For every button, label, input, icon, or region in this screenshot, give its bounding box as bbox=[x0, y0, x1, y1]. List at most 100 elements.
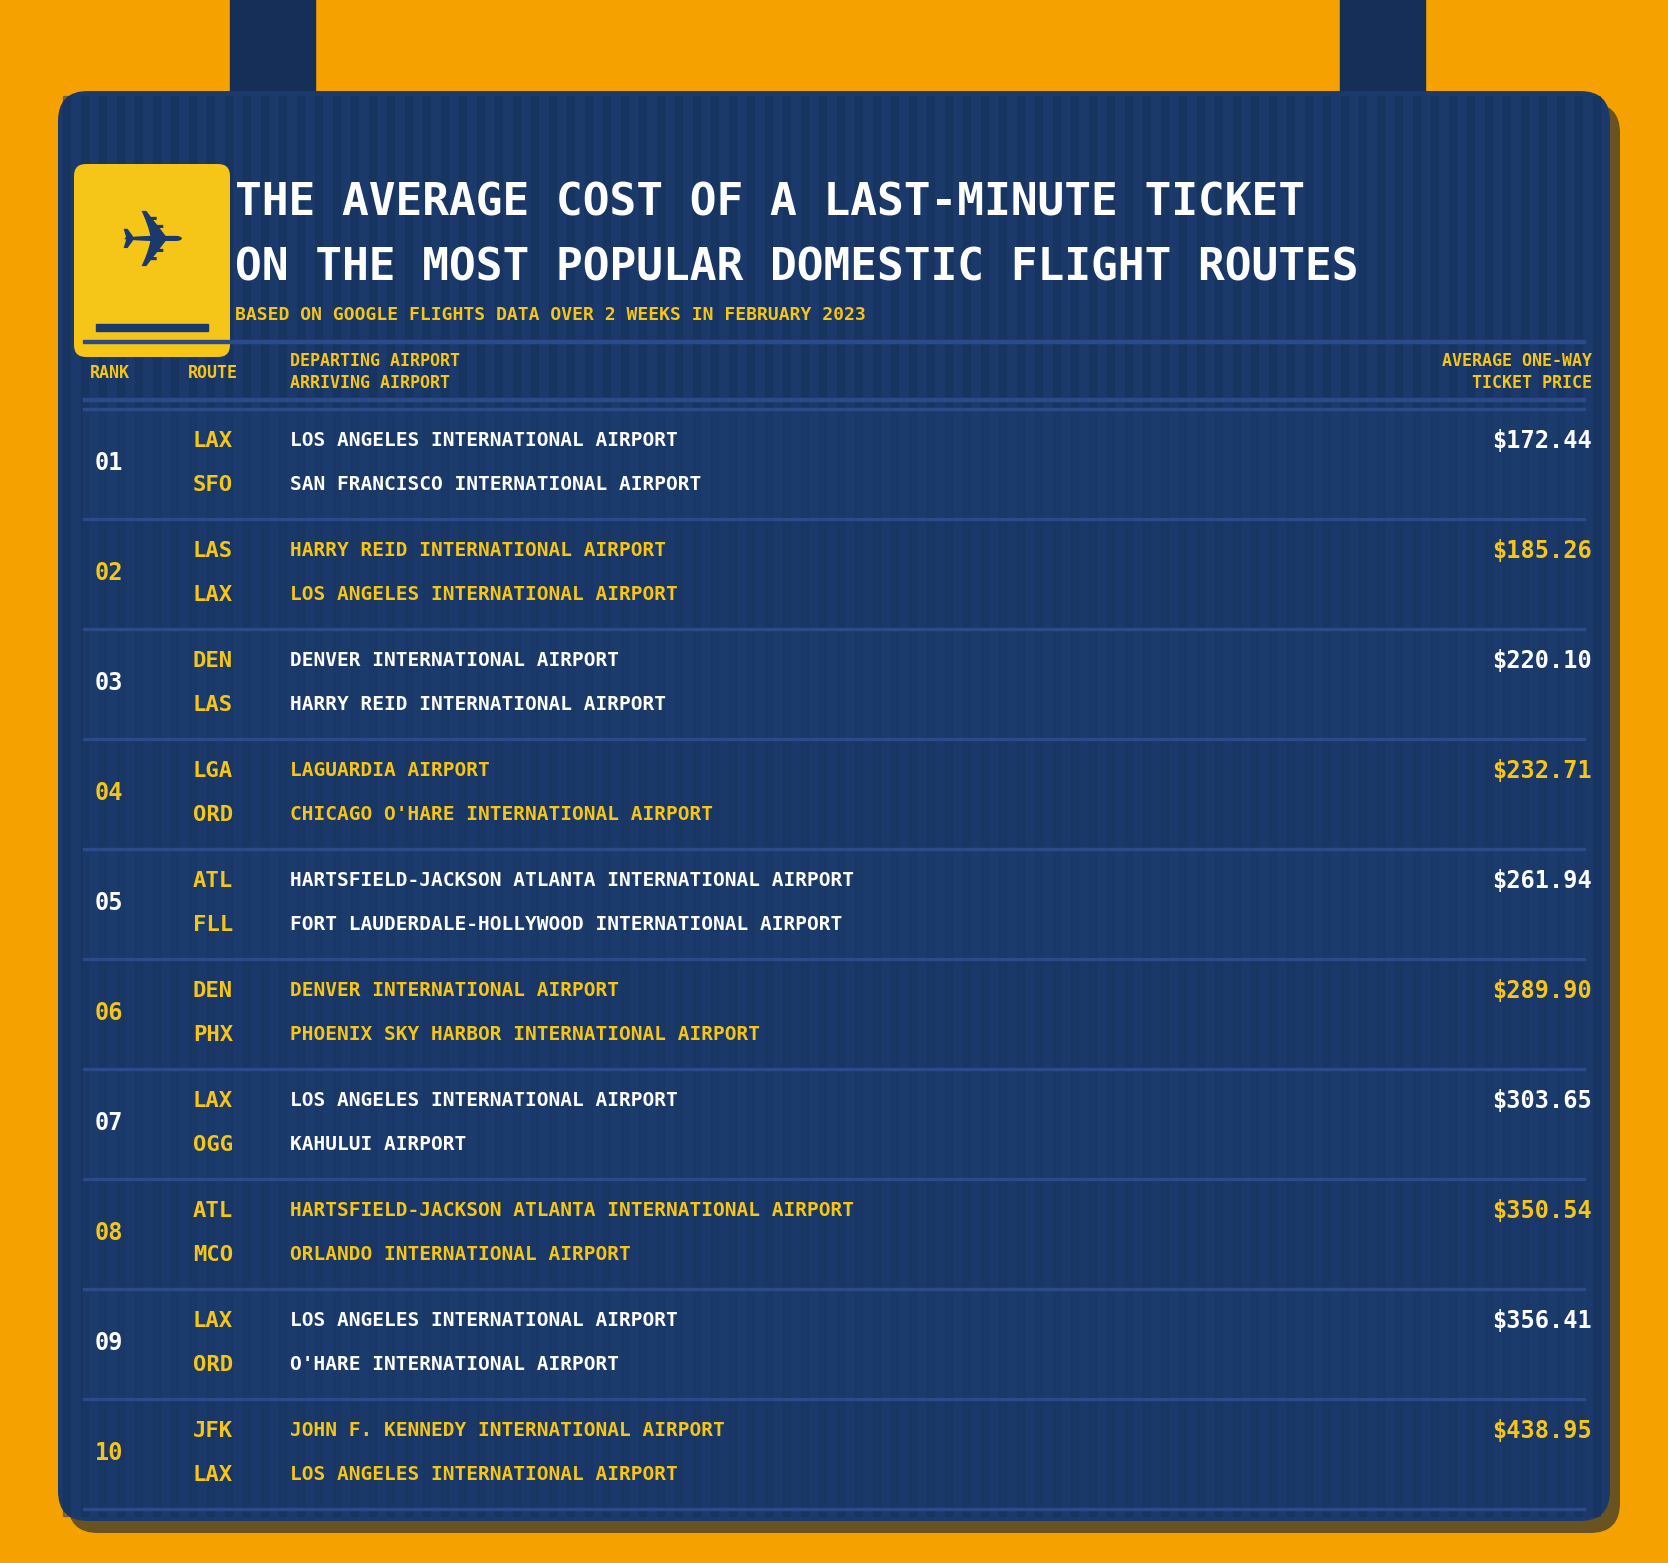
Text: TICKET PRICE: TICKET PRICE bbox=[1471, 374, 1591, 392]
Bar bbox=[98, 95, 107, 1516]
Bar bbox=[97, 324, 208, 331]
Text: THE AVERAGE COST OF A LAST-MINUTE TICKET: THE AVERAGE COST OF A LAST-MINUTE TICKET bbox=[235, 181, 1304, 225]
Text: LAS: LAS bbox=[193, 696, 234, 714]
Text: HARRY REID INTERNATIONAL AIRPORT: HARRY REID INTERNATIONAL AIRPORT bbox=[290, 541, 666, 561]
Text: 06: 06 bbox=[95, 1000, 123, 1025]
Text: ROUTE: ROUTE bbox=[188, 364, 239, 381]
Bar bbox=[1089, 95, 1096, 1516]
Text: SFO: SFO bbox=[193, 475, 234, 495]
Bar bbox=[1394, 95, 1403, 1516]
Bar bbox=[514, 95, 520, 1516]
Bar bbox=[549, 95, 555, 1516]
Bar bbox=[244, 95, 250, 1516]
Text: 02: 02 bbox=[95, 561, 123, 585]
Text: SAN FRANCISCO INTERNATIONAL AIRPORT: SAN FRANCISCO INTERNATIONAL AIRPORT bbox=[290, 475, 701, 494]
Text: O'HARE INTERNATIONAL AIRPORT: O'HARE INTERNATIONAL AIRPORT bbox=[290, 1355, 619, 1374]
Bar bbox=[83, 520, 1585, 627]
Text: LOS ANGELES INTERNATIONAL AIRPORT: LOS ANGELES INTERNATIONAL AIRPORT bbox=[290, 1311, 677, 1330]
Bar bbox=[1036, 95, 1042, 1516]
Bar bbox=[782, 95, 791, 1516]
Bar bbox=[405, 95, 412, 1516]
Bar bbox=[946, 95, 952, 1516]
Text: LOS ANGELES INTERNATIONAL AIRPORT: LOS ANGELES INTERNATIONAL AIRPORT bbox=[290, 1466, 677, 1485]
Bar bbox=[83, 341, 1585, 342]
Bar bbox=[604, 95, 610, 1516]
Text: 09: 09 bbox=[95, 1332, 123, 1355]
Bar bbox=[477, 95, 484, 1516]
Text: $220.10: $220.10 bbox=[1493, 649, 1591, 674]
Bar bbox=[83, 410, 1585, 516]
Bar bbox=[1503, 95, 1510, 1516]
Text: HARRY REID INTERNATIONAL AIRPORT: HARRY REID INTERNATIONAL AIRPORT bbox=[290, 696, 666, 714]
Bar bbox=[1108, 95, 1114, 1516]
Bar bbox=[1251, 95, 1258, 1516]
Bar bbox=[530, 95, 539, 1516]
Bar bbox=[1521, 95, 1528, 1516]
Text: LGA: LGA bbox=[193, 761, 234, 782]
Bar bbox=[83, 1180, 1585, 1286]
Text: $303.65: $303.65 bbox=[1493, 1089, 1591, 1113]
Text: AVERAGE ONE-WAY: AVERAGE ONE-WAY bbox=[1443, 352, 1591, 370]
Text: LAS: LAS bbox=[193, 541, 234, 561]
Bar bbox=[424, 95, 430, 1516]
Bar bbox=[1053, 95, 1059, 1516]
Text: CHICAGO O'HARE INTERNATIONAL AIRPORT: CHICAGO O'HARE INTERNATIONAL AIRPORT bbox=[290, 805, 712, 825]
Text: DEN: DEN bbox=[193, 652, 234, 671]
Bar bbox=[1198, 95, 1204, 1516]
Bar bbox=[1485, 95, 1491, 1516]
Text: LOS ANGELES INTERNATIONAL AIRPORT: LOS ANGELES INTERNATIONAL AIRPORT bbox=[290, 1091, 677, 1110]
Bar bbox=[1359, 95, 1366, 1516]
Bar bbox=[63, 95, 70, 1516]
Bar bbox=[297, 95, 304, 1516]
Bar bbox=[981, 95, 987, 1516]
Bar bbox=[620, 95, 627, 1516]
Bar bbox=[1378, 95, 1384, 1516]
Bar bbox=[117, 95, 123, 1516]
Text: LAX: LAX bbox=[193, 585, 234, 605]
Bar bbox=[83, 1071, 1585, 1175]
Bar bbox=[83, 960, 1585, 1066]
Bar bbox=[83, 849, 1585, 850]
Bar bbox=[747, 95, 754, 1516]
Text: HARTSFIELD-JACKSON ATLANTA INTERNATIONAL AIRPORT: HARTSFIELD-JACKSON ATLANTA INTERNATIONAL… bbox=[290, 1202, 854, 1221]
Text: 05: 05 bbox=[95, 891, 123, 914]
Bar bbox=[83, 1068, 1585, 1071]
Text: DENVER INTERNATIONAL AIRPORT: DENVER INTERNATIONAL AIRPORT bbox=[290, 982, 619, 1000]
Bar bbox=[801, 95, 807, 1516]
Bar bbox=[837, 95, 844, 1516]
Bar bbox=[315, 95, 322, 1516]
Bar bbox=[260, 95, 269, 1516]
Text: KAHULUI AIRPORT: KAHULUI AIRPORT bbox=[290, 1135, 467, 1155]
Bar bbox=[711, 95, 717, 1516]
Bar bbox=[83, 738, 1585, 739]
Bar bbox=[1449, 95, 1456, 1516]
Text: ARRIVING AIRPORT: ARRIVING AIRPORT bbox=[290, 374, 450, 392]
Bar bbox=[83, 1397, 1585, 1400]
Text: $261.94: $261.94 bbox=[1493, 869, 1591, 892]
Bar bbox=[83, 850, 1585, 957]
Bar bbox=[657, 95, 664, 1516]
Text: ATL: ATL bbox=[193, 1200, 234, 1221]
Text: JFK: JFK bbox=[193, 1421, 234, 1441]
Text: 10: 10 bbox=[95, 1441, 123, 1465]
Bar bbox=[1466, 95, 1475, 1516]
Bar bbox=[1288, 95, 1294, 1516]
Bar bbox=[1575, 95, 1581, 1516]
FancyBboxPatch shape bbox=[73, 164, 230, 356]
Bar bbox=[891, 95, 897, 1516]
Text: PHX: PHX bbox=[193, 1025, 234, 1046]
Text: $289.90: $289.90 bbox=[1493, 978, 1591, 1003]
Bar bbox=[440, 95, 449, 1516]
Text: $438.95: $438.95 bbox=[1493, 1419, 1591, 1443]
Bar bbox=[692, 95, 701, 1516]
Bar bbox=[567, 95, 574, 1516]
Bar bbox=[676, 95, 682, 1516]
Text: ATL: ATL bbox=[193, 871, 234, 891]
Text: FLL: FLL bbox=[193, 914, 234, 935]
Text: LAX: LAX bbox=[193, 1311, 234, 1332]
Text: LOS ANGELES INTERNATIONAL AIRPORT: LOS ANGELES INTERNATIONAL AIRPORT bbox=[290, 431, 677, 450]
Bar bbox=[1304, 95, 1313, 1516]
Bar bbox=[350, 95, 359, 1516]
Bar bbox=[962, 95, 971, 1516]
Bar bbox=[1143, 95, 1149, 1516]
